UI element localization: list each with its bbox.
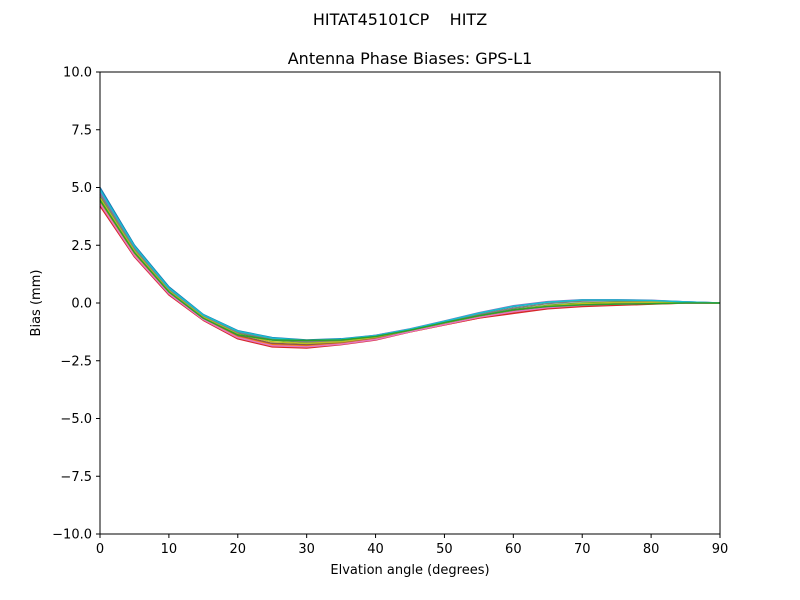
y-axis-label: Bias (mm) (29, 270, 44, 337)
y-tick-label: 0.0 (71, 297, 92, 312)
x-tick-label: 80 (643, 542, 660, 557)
figure-suptitle: HITAT45101CP HITZ (312, 10, 488, 29)
y-tick-label: 10.0 (63, 66, 92, 81)
x-tick-label: 60 (505, 542, 522, 557)
x-axis: 0 10 20 30 40 50 60 70 80 90 (96, 534, 728, 557)
x-tick-label: 10 (161, 542, 178, 557)
y-tick-label: 5.0 (71, 181, 92, 196)
y-tick-label: 7.5 (71, 123, 92, 138)
series-line-10 (99, 189, 721, 342)
series-line-5 (99, 191, 721, 342)
x-tick-label: 50 (436, 542, 453, 557)
x-tick-label: 0 (96, 542, 104, 557)
series-line-7 (99, 203, 720, 348)
series-line-1 (99, 187, 721, 341)
series-line-6 (99, 198, 721, 346)
series-line-9 (99, 197, 721, 345)
y-tick-label: 2.5 (71, 239, 92, 254)
series-line-2 (99, 200, 720, 347)
y-tick-label: −7.5 (60, 470, 92, 485)
x-tick-label: 70 (574, 542, 591, 557)
x-tick-label: 90 (712, 542, 729, 557)
chart-title: Antenna Phase Biases: GPS-L1 (288, 49, 533, 68)
x-tick-label: 40 (367, 542, 384, 557)
x-tick-label: 30 (298, 542, 315, 557)
series-line-4 (99, 205, 720, 349)
series-layer (99, 187, 721, 349)
y-tick-label: −5.0 (60, 412, 92, 427)
series-line-11 (99, 199, 720, 342)
y-axis: −10.0 −7.5 −5.0 −2.5 0.0 2.5 5.0 7.5 10.0 (52, 66, 100, 543)
x-tick-label: 20 (230, 542, 247, 557)
y-tick-label: −10.0 (52, 528, 92, 543)
series-line-8 (99, 194, 721, 343)
series-line-3 (99, 196, 721, 344)
x-axis-label: Elvation angle (degrees) (330, 563, 489, 578)
y-tick-label: −2.5 (60, 354, 92, 369)
